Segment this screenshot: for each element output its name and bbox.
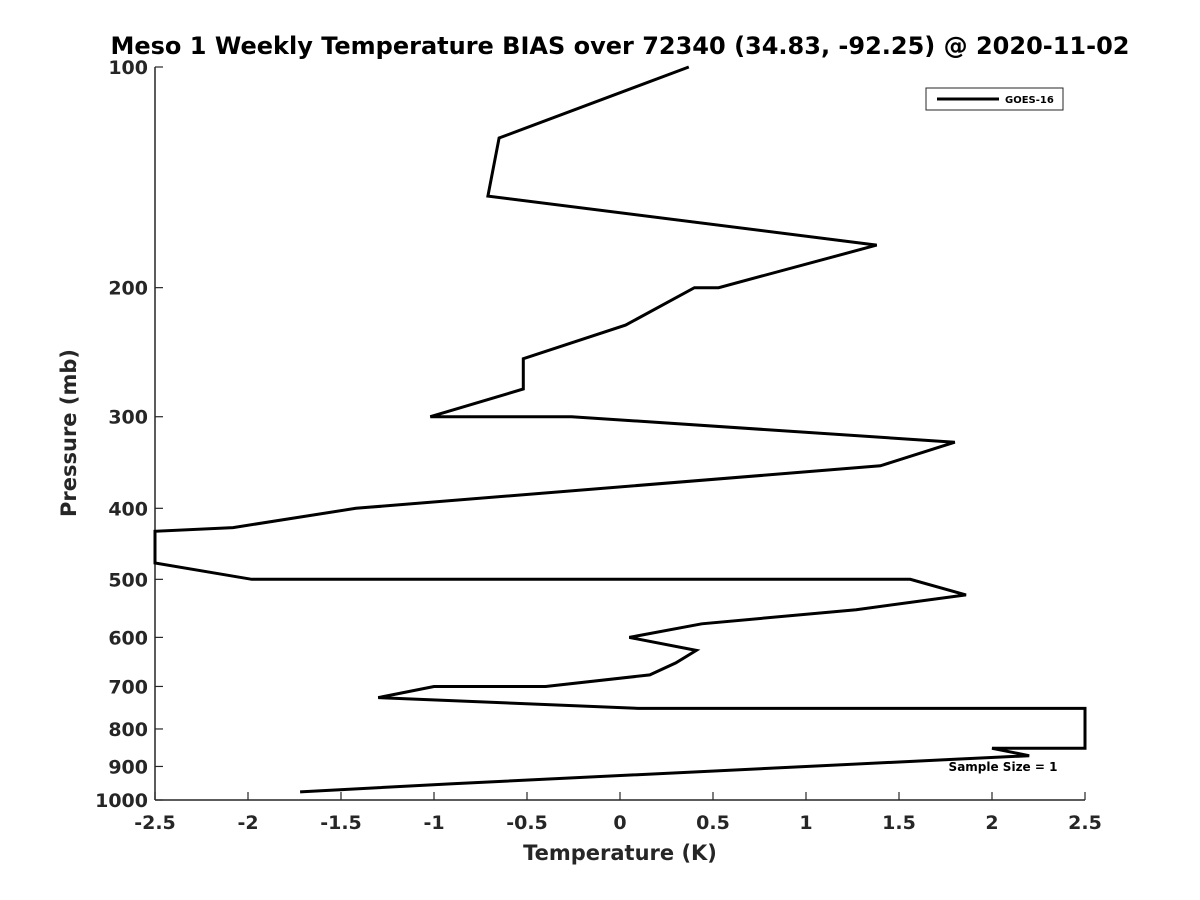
- y-tick-label: 300: [108, 407, 148, 429]
- y-ticks: 100 200 300 400 500 600 700 800 900 1000: [95, 57, 163, 812]
- legend: GOES-16: [925, 87, 1064, 111]
- x-tick-label: -2.5: [134, 812, 176, 834]
- y-tick-label: 200: [108, 278, 148, 300]
- y-tick-label: 1000: [95, 790, 148, 812]
- chart-title: Meso 1 Weekly Temperature BIAS over 7234…: [110, 32, 1129, 60]
- x-tick-label: 2.5: [1068, 812, 1102, 834]
- x-ticks: -2.5 -2 -1.5 -1 -0.5 0 0.5 1 1.5 2 2.5: [134, 792, 1102, 834]
- y-tick-label: 400: [108, 498, 148, 520]
- x-tick-label: -0.5: [506, 812, 548, 834]
- y-axis-label: Pressure (mb): [57, 349, 81, 517]
- y-tick-label: 700: [108, 676, 148, 698]
- x-tick-label: 0.5: [696, 812, 730, 834]
- y-tick-label: 100: [108, 57, 148, 79]
- series-line-goes-16: [153, 65, 1087, 794]
- x-tick-label: 0: [613, 812, 626, 834]
- plot-axes: [154, 67, 1085, 801]
- x-tick-label: -1: [423, 812, 444, 834]
- sample-size-annotation: Sample Size = 1: [949, 760, 1058, 774]
- y-tick-label: 500: [108, 569, 148, 591]
- legend-label-goes-16: GOES-16: [1005, 95, 1054, 106]
- series-layer: [153, 65, 1087, 794]
- x-tick-label: -2: [237, 812, 258, 834]
- x-tick-label: 2: [985, 812, 998, 834]
- y-tick-label: 600: [108, 627, 148, 649]
- x-tick-label: 1: [799, 812, 812, 834]
- x-tick-label: 1.5: [882, 812, 916, 834]
- y-tick-label: 800: [108, 719, 148, 741]
- y-tick-label: 900: [108, 756, 148, 778]
- x-axis-label: Temperature (K): [523, 841, 717, 865]
- x-tick-label: -1.5: [320, 812, 362, 834]
